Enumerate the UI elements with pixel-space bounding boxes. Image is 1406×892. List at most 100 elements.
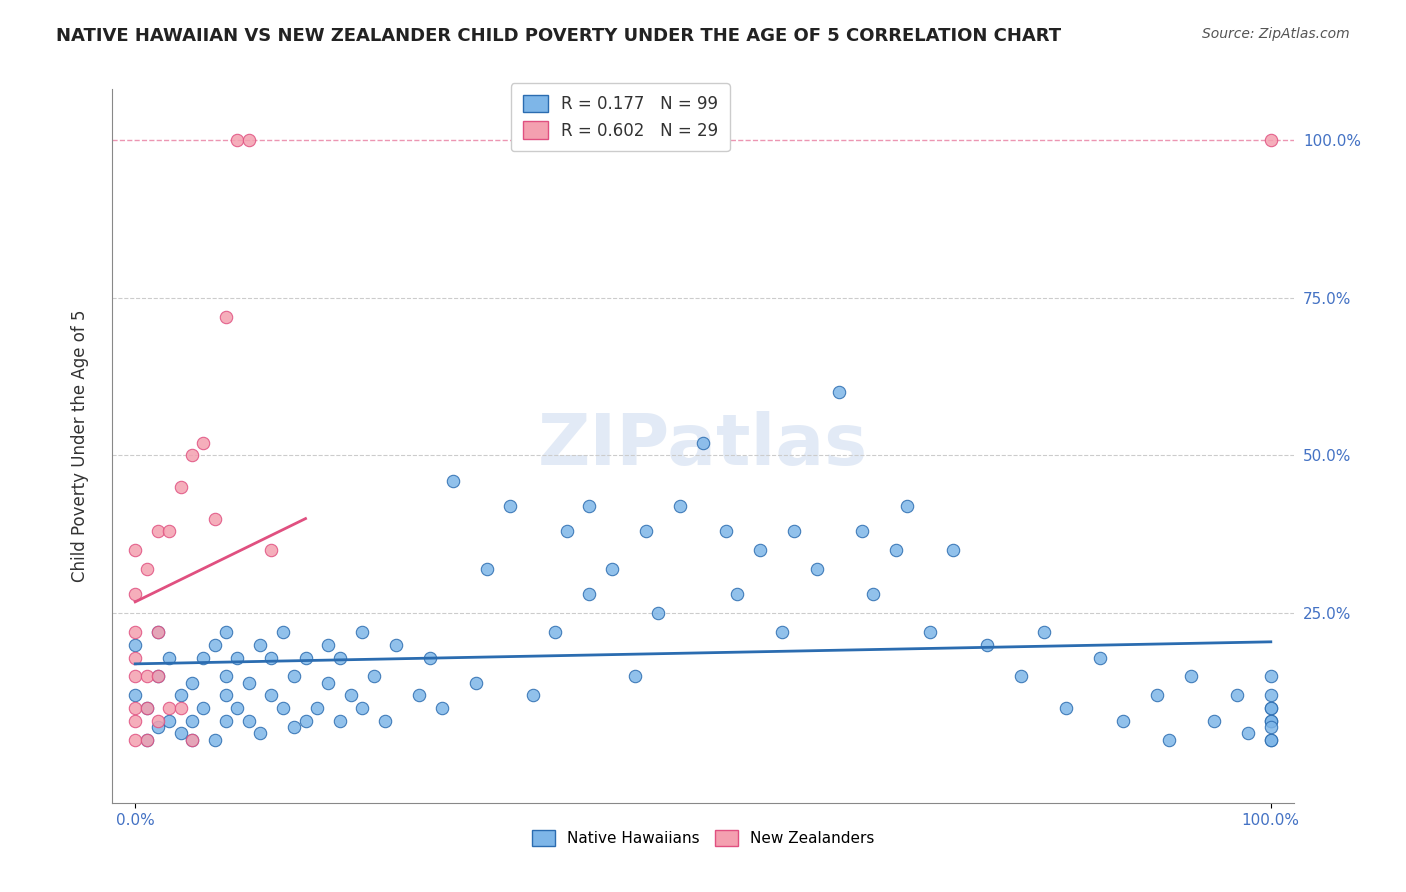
Point xyxy=(146,720,169,734)
Point xyxy=(271,625,294,640)
Point xyxy=(238,714,260,728)
Point xyxy=(215,669,238,683)
Point xyxy=(316,675,339,690)
Point xyxy=(157,524,180,539)
Point xyxy=(124,650,146,665)
Point xyxy=(783,524,806,539)
Point xyxy=(316,638,339,652)
Point xyxy=(181,732,204,747)
Point xyxy=(124,701,146,715)
Point xyxy=(204,511,226,525)
Point xyxy=(1157,732,1180,747)
Point xyxy=(544,625,567,640)
Point xyxy=(215,625,238,640)
Point xyxy=(146,714,169,728)
Point xyxy=(920,625,942,640)
Point xyxy=(226,133,249,147)
Point xyxy=(1090,650,1112,665)
Point xyxy=(884,543,907,558)
Point xyxy=(1260,701,1282,715)
Point xyxy=(340,689,363,703)
Point xyxy=(522,689,544,703)
Text: NATIVE HAWAIIAN VS NEW ZEALANDER CHILD POVERTY UNDER THE AGE OF 5 CORRELATION CH: NATIVE HAWAIIAN VS NEW ZEALANDER CHILD P… xyxy=(56,27,1062,45)
Text: Source: ZipAtlas.com: Source: ZipAtlas.com xyxy=(1202,27,1350,41)
Point xyxy=(851,524,873,539)
Point xyxy=(1260,720,1282,734)
Point xyxy=(135,669,157,683)
Point xyxy=(1260,732,1282,747)
Point xyxy=(146,625,169,640)
Point xyxy=(226,650,249,665)
Point xyxy=(1260,689,1282,703)
Point xyxy=(806,562,828,576)
Point xyxy=(555,524,578,539)
Point xyxy=(636,524,658,539)
Point xyxy=(169,701,191,715)
Point xyxy=(441,474,464,488)
Point xyxy=(260,543,283,558)
Point xyxy=(1260,714,1282,728)
Point xyxy=(146,669,169,683)
Point xyxy=(283,669,305,683)
Point xyxy=(385,638,408,652)
Point xyxy=(352,625,374,640)
Point xyxy=(477,562,499,576)
Point xyxy=(249,638,271,652)
Point xyxy=(363,669,385,683)
Point xyxy=(135,701,157,715)
Point xyxy=(193,435,215,450)
Point xyxy=(193,650,215,665)
Point xyxy=(215,310,238,324)
Point xyxy=(748,543,770,558)
Point xyxy=(624,669,647,683)
Point xyxy=(294,650,316,665)
Point xyxy=(499,499,522,513)
Point xyxy=(157,701,180,715)
Point xyxy=(862,587,884,601)
Point xyxy=(124,587,146,601)
Point xyxy=(772,625,794,640)
Point xyxy=(204,732,226,747)
Point xyxy=(135,701,157,715)
Point xyxy=(260,650,283,665)
Point xyxy=(215,689,238,703)
Point xyxy=(374,714,396,728)
Point xyxy=(1260,701,1282,715)
Point xyxy=(408,689,430,703)
Point xyxy=(464,675,486,690)
Point xyxy=(1226,689,1249,703)
Point xyxy=(1112,714,1135,728)
Point xyxy=(146,625,169,640)
Point xyxy=(600,562,623,576)
Point xyxy=(942,543,965,558)
Point xyxy=(193,701,215,715)
Point xyxy=(430,701,453,715)
Point xyxy=(578,499,600,513)
Point xyxy=(828,385,851,400)
Point xyxy=(181,675,204,690)
Point xyxy=(283,720,305,734)
Point xyxy=(1260,133,1282,147)
Point xyxy=(260,689,283,703)
Point xyxy=(692,435,714,450)
Point xyxy=(1260,714,1282,728)
Point xyxy=(1032,625,1054,640)
Point xyxy=(124,732,146,747)
Point xyxy=(226,701,249,715)
Point xyxy=(238,675,260,690)
Point xyxy=(647,607,669,621)
Point xyxy=(157,650,180,665)
Point xyxy=(305,701,328,715)
Point xyxy=(215,714,238,728)
Point xyxy=(976,638,998,652)
Point xyxy=(249,726,271,740)
Point xyxy=(169,689,191,703)
Point xyxy=(1202,714,1225,728)
Point xyxy=(419,650,441,665)
Point xyxy=(1054,701,1077,715)
Point xyxy=(1146,689,1168,703)
Point xyxy=(181,449,204,463)
Point xyxy=(124,543,146,558)
Point xyxy=(896,499,918,513)
Point xyxy=(1260,732,1282,747)
